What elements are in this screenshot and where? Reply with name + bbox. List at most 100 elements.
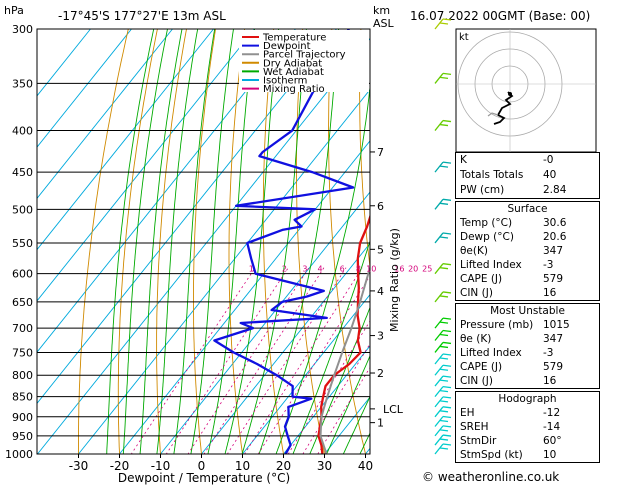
most-unstable-value: 579 [543, 361, 564, 373]
wind-barb-flag [442, 396, 452, 399]
hodograph-kt-label: kt [459, 32, 469, 43]
surface-row: Dewp (°C) 20.6 [456, 230, 599, 244]
wind-barb [434, 364, 444, 376]
wind-barb-flag [439, 345, 449, 349]
wet-adiabat-line [342, 395, 370, 454]
chart-axes: 3003504004505005506006507007508008509009… [5, 23, 432, 485]
surface-row: CIN (J) 16 [456, 286, 599, 300]
wet-adiabat-line [224, 29, 280, 454]
wind-barb-flag [442, 375, 452, 378]
dry-adiabat-line [262, 29, 284, 454]
wind-barb-flag [442, 232, 452, 235]
hpa-axis-label: hPa [4, 4, 24, 17]
pressure-tick-label: 700 [12, 322, 33, 335]
pressure-tick-label: 550 [12, 237, 33, 250]
pressure-tick-label: 950 [12, 430, 33, 443]
wind-barb-flag [442, 291, 452, 294]
mixing-ratio-axis-title: Mixing Ratio (g/kg) [388, 228, 401, 332]
wind-barb-flag [442, 161, 452, 164]
wind-barb [434, 198, 444, 210]
most-unstable-row: Lifted Index -3 [456, 346, 599, 360]
x-tick-label: -10 [151, 459, 171, 473]
wind-barb [434, 386, 444, 398]
mixing-ratio-line [226, 267, 347, 454]
wind-barb-flag [442, 353, 452, 356]
dry-adiabat-line [621, 17, 629, 471]
mixing-ratio-line [257, 274, 370, 454]
most-unstable-row: θe (K) 347 [456, 332, 599, 346]
surface-label: Lifted Index [460, 259, 522, 271]
x-tick-label: 10 [235, 459, 250, 473]
parcel-trajectory-profile [319, 265, 370, 454]
wind-barb [434, 161, 444, 173]
km-tick-label: 7 [377, 146, 384, 159]
surface-row: θe(K) 347 [456, 244, 599, 258]
temperature-profile [317, 213, 370, 454]
hodo-stats-label: StmSpd (kt) [460, 449, 523, 461]
isotherm-line [283, 345, 370, 454]
indices-row: K -0 [456, 153, 599, 168]
most-unstable-label: CIN (J) [460, 375, 493, 387]
indices-label: Totals Totals [460, 169, 524, 181]
hodo-stats-row: EH -12 [456, 406, 599, 420]
wind-barb-flag [442, 263, 452, 266]
hodo-stats-label: StmDir [460, 435, 497, 447]
indices-panel: K -0 Totals Totals 40 PW (cm) 2.84 Surface Te… [455, 152, 600, 465]
pressure-tick-label: 600 [12, 268, 33, 281]
plot-frame [36, 28, 371, 455]
hodograph-stats-box: Hodograph EH -12 SREH -14 StmDir 60° StmSpd (k… [455, 391, 600, 463]
surface-row: Temp (°C) 30.6 [456, 216, 599, 230]
pressure-tick-label: 650 [12, 296, 33, 309]
wind-barb-flag [439, 123, 449, 127]
legend-label: Parcel Trajectory [263, 50, 346, 61]
wind-barb-flag [442, 415, 452, 419]
datetime-title: 16.07.2022 00GMT (Base: 00) [410, 9, 590, 23]
indices-row: Totals Totals 40 [456, 168, 599, 183]
km-tick-label: 2 [377, 367, 384, 380]
surface-label: Temp (°C) [460, 217, 513, 229]
surface-row: CAPE (J) 579 [456, 272, 599, 286]
most-unstable-row: Pressure (mb) 1015 [456, 318, 599, 332]
km-axis-label: km [373, 4, 390, 17]
dewpoint-profile [213, 29, 355, 454]
pressure-tick-label: 400 [12, 125, 33, 138]
most-unstable-label: CAPE (J) [460, 361, 503, 373]
hodo-stats-value: 10 [543, 449, 557, 461]
wind-barb [434, 120, 444, 131]
isotherm-line [37, 29, 173, 200]
wet-adiabat-line [241, 29, 307, 454]
km-tick-label: 3 [377, 330, 384, 343]
hodo-stats-row: StmDir 60° [456, 434, 599, 448]
surface-title: Surface [507, 203, 548, 215]
legend-label: Temperature [262, 33, 326, 44]
most-unstable-label: Pressure (mb) [460, 319, 534, 331]
wind-barb-flag [439, 400, 449, 403]
mixing-ratio-line [244, 267, 363, 454]
legend-label: Dewpoint [263, 41, 311, 52]
mixing-ratio-label: 10 [366, 265, 376, 274]
mixing-ratio-label: 16 [394, 265, 404, 274]
wind-barb [434, 263, 444, 275]
wind-barb [434, 330, 444, 341]
surface-value: 347 [543, 245, 564, 257]
surface-value: 579 [543, 273, 564, 285]
dry-adiabat-line [78, 29, 129, 454]
mixing-ratio-line [302, 343, 370, 454]
pressure-tick-label: 350 [12, 77, 33, 90]
indices-value: 2.84 [543, 184, 567, 196]
wind-barb-flag [442, 364, 452, 367]
wet-adiabat-line [173, 29, 216, 454]
dry-adiabat-line [156, 29, 187, 454]
legend-label: Dry Adiabat [263, 58, 322, 69]
mixing-ratio-line [287, 320, 370, 454]
wind-barb-flag [442, 18, 452, 21]
wind-barb-flag [439, 333, 449, 337]
wind-barb-flag [439, 295, 449, 298]
most-unstable-value: 347 [543, 333, 564, 345]
wind-barb-flag [442, 198, 452, 201]
pressure-tick-label: 750 [12, 346, 33, 359]
wind-barb-flag [442, 406, 452, 409]
surface-label: CAPE (J) [460, 273, 503, 285]
x-tick-label: 30 [317, 459, 332, 473]
